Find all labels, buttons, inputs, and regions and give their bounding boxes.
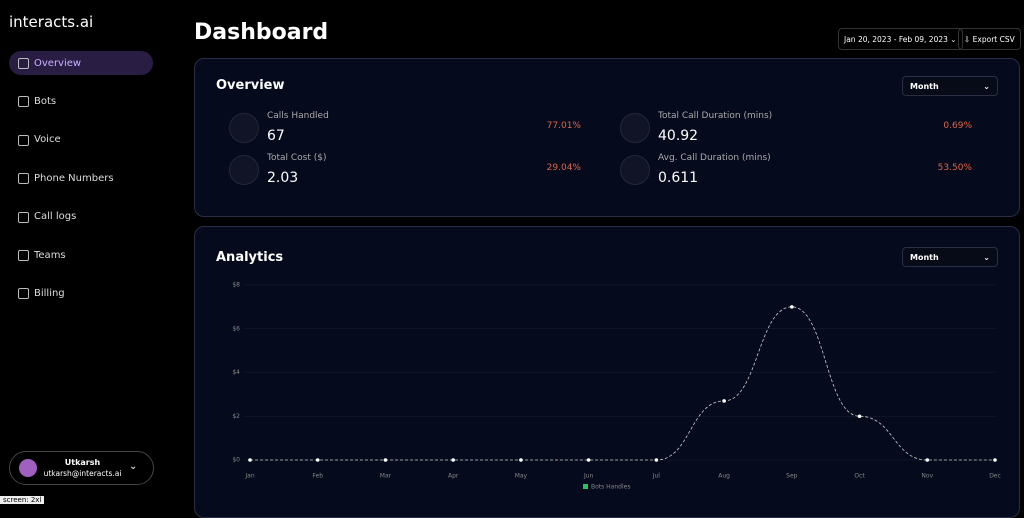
stat-change: 77.01% xyxy=(546,121,581,131)
user-name: Utkarsh xyxy=(64,458,101,467)
x-tick-label: Jun xyxy=(583,473,594,480)
card-title: Overview xyxy=(216,78,285,93)
user-menu[interactable]: Utkarsh utkarsh@interacts.ai ⌄ xyxy=(9,451,154,485)
select-text: Month xyxy=(910,252,939,262)
nav-item[interactable]: Phone Numbers xyxy=(9,166,153,190)
x-tick-label: Mar xyxy=(380,473,392,480)
x-tick-label: May xyxy=(515,473,528,480)
card-title: Analytics xyxy=(216,250,284,265)
page: interacts.ai Overview Bots Voice Phone Numb… xyxy=(0,13,1021,518)
data-point xyxy=(315,458,320,462)
stat-value: 2.03 xyxy=(267,170,299,186)
chevron: ⌄ xyxy=(129,461,138,472)
legend-label: Bots Handles xyxy=(591,484,630,491)
user-email: utkarsh@interacts.ai xyxy=(43,469,122,478)
export-text: Export CSV xyxy=(972,34,1015,44)
nav-item[interactable]: Bots xyxy=(9,89,153,113)
series-line xyxy=(250,306,995,461)
period-select[interactable]: Month ⌄ xyxy=(902,247,998,267)
nav-item[interactable]: Voice xyxy=(9,128,153,152)
x-tick-label: Dec xyxy=(989,473,1001,480)
date-range[interactable]: Jan 20, 2023 - Feb 09, 2023 ⌄ xyxy=(838,28,963,50)
y-tick-label: $0 xyxy=(232,457,240,464)
x-tick-label: Apr xyxy=(448,473,459,480)
stat-icon xyxy=(620,113,650,143)
date-text: Jan 20, 2023 - Feb 09, 2023 xyxy=(844,34,948,44)
stat-icon xyxy=(229,155,259,185)
avatar xyxy=(19,459,37,477)
y-tick-label: $2 xyxy=(232,413,240,420)
data-point xyxy=(993,458,997,462)
data-point xyxy=(654,458,659,462)
data-point xyxy=(586,458,591,462)
stat-change: 0.69% xyxy=(943,121,972,131)
nav-item[interactable]: Call logs xyxy=(9,205,153,229)
stat-label: Total Cost ($) xyxy=(267,153,327,163)
data-point xyxy=(451,458,455,462)
data-point xyxy=(722,399,726,403)
data-point xyxy=(857,414,862,419)
data-point xyxy=(790,305,794,309)
y-tick-label: $4 xyxy=(232,369,240,376)
period-select[interactable]: Month ⌄ xyxy=(902,76,998,96)
stat-change: 53.50% xyxy=(937,163,972,173)
nav-item[interactable]: Teams xyxy=(9,243,153,267)
overview-card: Overview Month ⌄ Calls Handled 67 77.01% Tot… xyxy=(194,58,1020,217)
x-tick-label: Nov xyxy=(921,473,933,480)
stat-label: Avg. Call Duration (mins) xyxy=(658,153,771,163)
stat-value: 40.92 xyxy=(658,128,699,144)
nav-item[interactable]: Overview xyxy=(9,51,153,75)
y-tick-label: $8 xyxy=(232,282,240,289)
x-tick-label: Feb xyxy=(312,473,323,480)
analytics-card: Analytics Month ⌄ xyxy=(194,226,1020,518)
chart: $0 $2 $4 $6 $8 Jan Feb Mar Apr May Jun Jul Aug Sep Oct… xyxy=(232,282,1001,491)
page-title: Dashboard xyxy=(194,20,329,45)
x-tick-label: Jan xyxy=(244,473,254,480)
stat-icon xyxy=(229,113,259,143)
select-text: Month xyxy=(910,81,939,91)
legend-swatch xyxy=(583,484,588,489)
stat-icon xyxy=(620,155,650,185)
nav-item[interactable]: Billing xyxy=(9,281,153,305)
x-tick-label: Sep xyxy=(786,473,798,480)
data-point xyxy=(519,458,523,462)
stat-change: 29.04% xyxy=(546,163,581,173)
x-tick-label: Oct xyxy=(854,473,865,480)
stat-label: Total Call Duration (mins) xyxy=(658,111,773,121)
data-point xyxy=(383,458,388,462)
stat-value: 67 xyxy=(267,128,285,144)
data-point xyxy=(925,458,930,462)
stat-label: Calls Handled xyxy=(267,111,329,121)
data-point xyxy=(248,458,252,462)
x-tick-label: Aug xyxy=(718,473,730,480)
logo: interacts.ai xyxy=(9,13,94,31)
x-tick-label: Jul xyxy=(652,473,661,480)
y-tick-label: $6 xyxy=(232,325,240,332)
stat-value: 0.611 xyxy=(658,170,699,186)
export-button[interactable]: ⇩ Export CSV xyxy=(958,28,1021,50)
screen-badge: screen: 2xl xyxy=(0,496,45,504)
